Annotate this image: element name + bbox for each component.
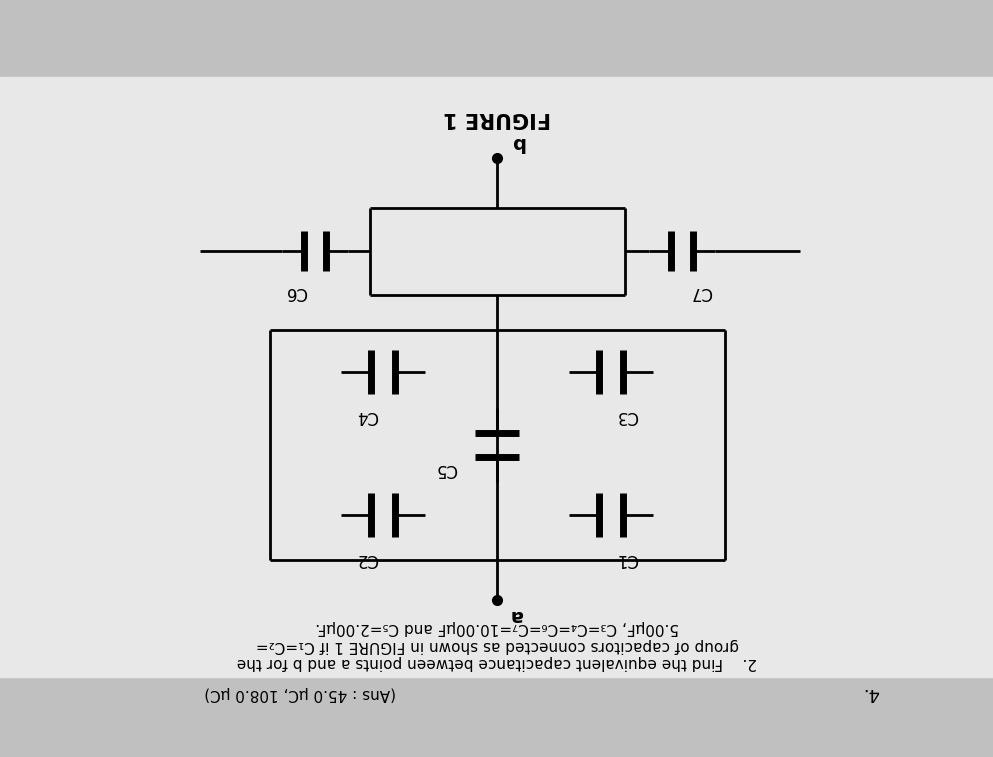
Text: C6: C6 bbox=[285, 283, 307, 301]
Bar bbox=[0, 77, 993, 677]
Text: C2: C2 bbox=[355, 550, 378, 568]
Text: 4.: 4. bbox=[861, 684, 879, 702]
Text: C5: C5 bbox=[435, 460, 457, 478]
Text: a: a bbox=[510, 606, 523, 625]
Text: (Ans : 45.0 μC, 108.0 μC): (Ans : 45.0 μC, 108.0 μC) bbox=[205, 686, 396, 700]
Text: C7: C7 bbox=[690, 283, 712, 301]
Text: C1: C1 bbox=[616, 550, 638, 568]
Text: b: b bbox=[510, 133, 524, 152]
Text: C4: C4 bbox=[356, 407, 378, 425]
Text: 2.    Find the equivalent capacitance between points a and b for the
group of ca: 2. Find the equivalent capacitance betwe… bbox=[237, 620, 757, 670]
Text: FIGURE 1: FIGURE 1 bbox=[443, 108, 551, 128]
Text: C3: C3 bbox=[616, 407, 638, 425]
